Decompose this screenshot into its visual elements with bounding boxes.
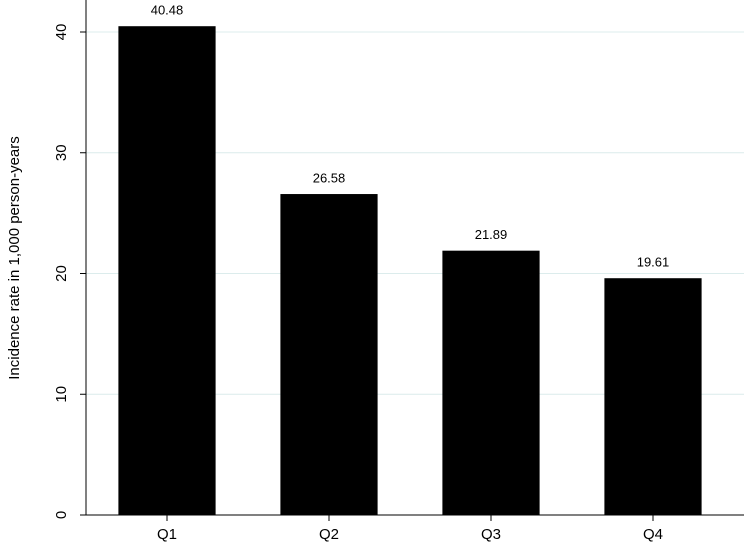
y-axis-label: Incidence rate in 1,000 person-years <box>6 136 23 379</box>
value-label: 21.89 <box>475 227 508 242</box>
value-label: 19.61 <box>637 255 670 270</box>
value-label: 40.48 <box>151 3 184 18</box>
bar <box>604 278 702 515</box>
y-tick-label: 0 <box>53 511 70 519</box>
y-tick-label: 10 <box>53 386 70 403</box>
bar <box>280 194 378 515</box>
x-tick-label: Q2 <box>319 526 339 543</box>
bar <box>118 26 216 515</box>
y-tick-label: 40 <box>53 24 70 41</box>
x-tick-label: Q3 <box>481 526 501 543</box>
x-tick-label: Q4 <box>643 526 663 543</box>
value-label: 26.58 <box>313 170 346 185</box>
y-tick-label: 30 <box>53 144 70 161</box>
x-tick-label: Q1 <box>157 526 177 543</box>
bar <box>442 250 540 515</box>
y-tick-label: 20 <box>53 265 70 282</box>
